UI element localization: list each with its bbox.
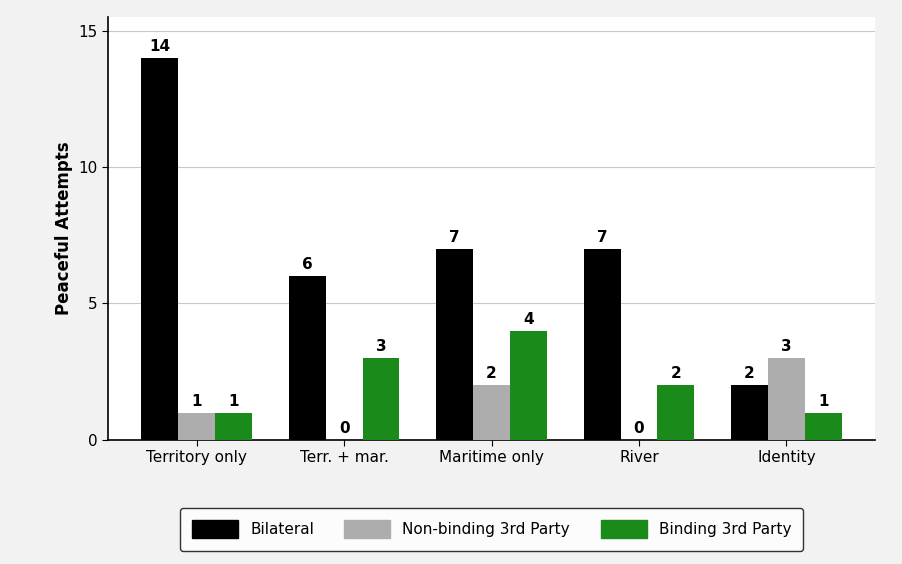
Bar bbox=[474, 385, 510, 440]
Text: 3: 3 bbox=[376, 339, 386, 354]
Text: 2: 2 bbox=[670, 366, 681, 381]
Text: 4: 4 bbox=[523, 312, 534, 327]
Text: 0: 0 bbox=[339, 421, 349, 436]
Y-axis label: Peaceful Attempts: Peaceful Attempts bbox=[55, 142, 73, 315]
Text: 7: 7 bbox=[597, 230, 607, 245]
Text: 7: 7 bbox=[449, 230, 460, 245]
Text: 14: 14 bbox=[150, 39, 170, 54]
Text: 1: 1 bbox=[818, 394, 829, 408]
Text: 1: 1 bbox=[228, 394, 239, 408]
Bar bbox=[363, 358, 400, 440]
Bar bbox=[805, 413, 842, 440]
Bar bbox=[510, 331, 547, 440]
Bar bbox=[289, 276, 326, 440]
Bar bbox=[768, 358, 805, 440]
Text: 2: 2 bbox=[744, 366, 755, 381]
Bar bbox=[437, 249, 474, 440]
Legend: Bilateral, Non-binding 3rd Party, Binding 3rd Party: Bilateral, Non-binding 3rd Party, Bindin… bbox=[179, 508, 804, 550]
Bar bbox=[179, 413, 216, 440]
Text: 3: 3 bbox=[781, 339, 792, 354]
Bar bbox=[216, 413, 252, 440]
Bar bbox=[732, 385, 768, 440]
Bar bbox=[658, 385, 695, 440]
Text: 1: 1 bbox=[191, 394, 202, 408]
Text: 2: 2 bbox=[486, 366, 497, 381]
Bar bbox=[584, 249, 621, 440]
Text: 6: 6 bbox=[302, 257, 313, 272]
Bar bbox=[142, 58, 179, 440]
Text: 0: 0 bbox=[634, 421, 644, 436]
